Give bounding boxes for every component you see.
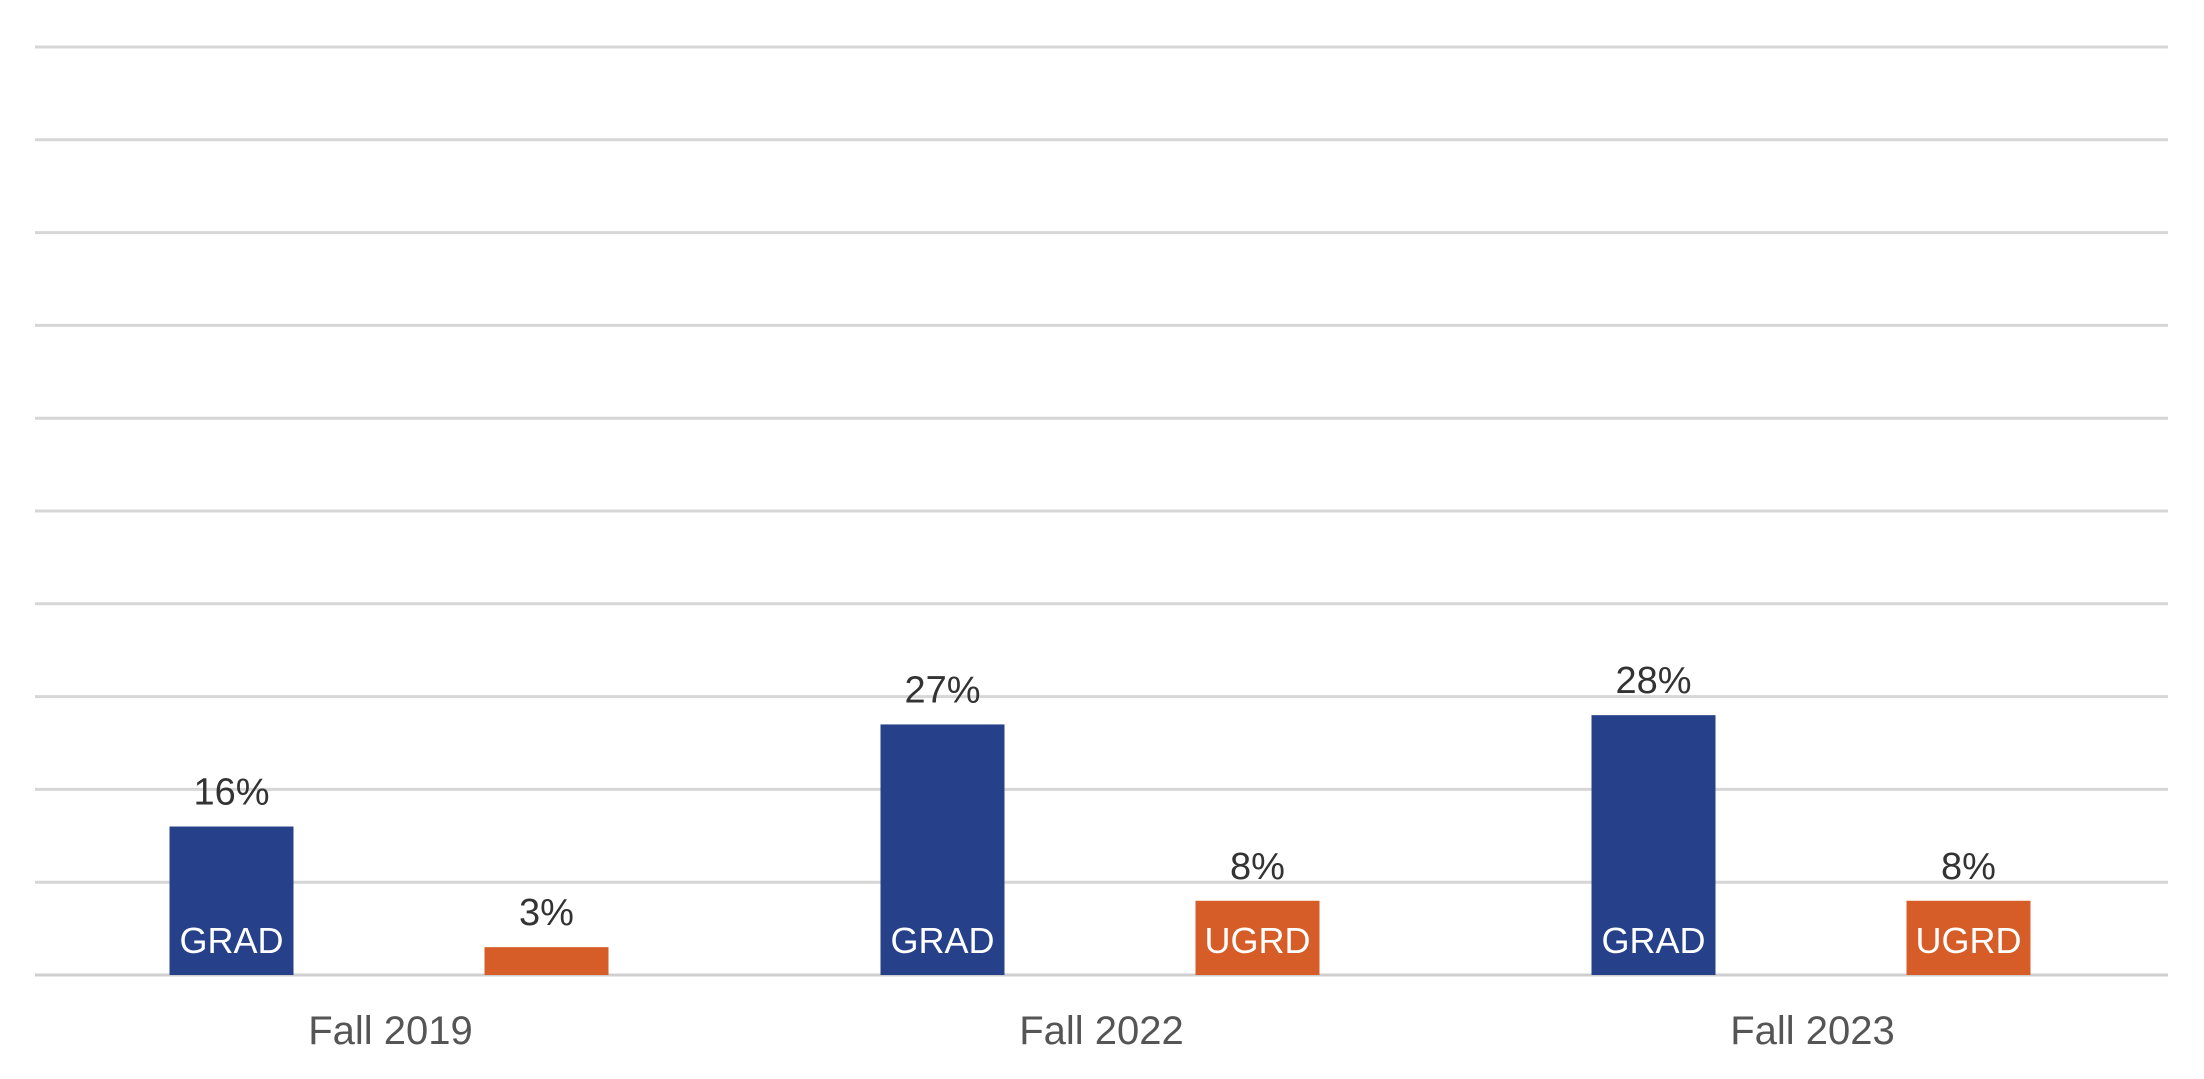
- bars: [169, 715, 2031, 975]
- data-label: 8%: [1230, 846, 1285, 888]
- data-label: 16%: [193, 772, 269, 814]
- data-label: 28%: [1615, 660, 1691, 702]
- bar-inner-label: UGRD: [1205, 920, 1311, 961]
- bar-inner-label: UGRD: [1916, 920, 2022, 961]
- x-tick-label: Fall 2019: [308, 1009, 473, 1053]
- x-tick-labels: Fall 2019 Fall 2022 Fall 2023: [308, 1009, 1895, 1053]
- data-label: 8%: [1941, 846, 1996, 888]
- bar-series-2: [484, 947, 609, 975]
- bar-inner-label: GRAD: [179, 920, 283, 961]
- bar-series-1: [169, 826, 294, 975]
- x-tick-label: Fall 2022: [1019, 1009, 1184, 1053]
- bar-series-1: [880, 724, 1005, 975]
- bar-series-1: [1591, 715, 1716, 975]
- bar-series-2: [1195, 900, 1320, 975]
- bar-series-2: [1906, 900, 2031, 975]
- data-label: 27%: [904, 669, 980, 711]
- data-labels: 16% GRAD 3% 27% GRAD 8% UGRD 28% GRAD 8% UGRD: [179, 660, 2021, 961]
- gridlines: [35, 45, 2168, 977]
- x-tick-label: Fall 2023: [1730, 1009, 1895, 1053]
- bar-inner-label: GRAD: [890, 920, 994, 961]
- data-label: 3%: [519, 892, 574, 934]
- bar-inner-label: GRAD: [1601, 920, 1705, 961]
